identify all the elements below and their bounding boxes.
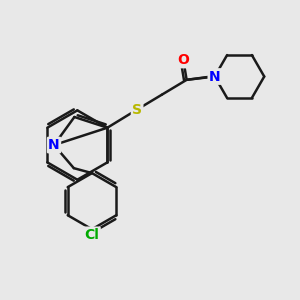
Text: N: N xyxy=(48,138,60,152)
Text: S: S xyxy=(132,103,142,116)
Text: O: O xyxy=(177,53,189,67)
Text: Cl: Cl xyxy=(85,228,99,242)
Text: N: N xyxy=(209,70,220,83)
